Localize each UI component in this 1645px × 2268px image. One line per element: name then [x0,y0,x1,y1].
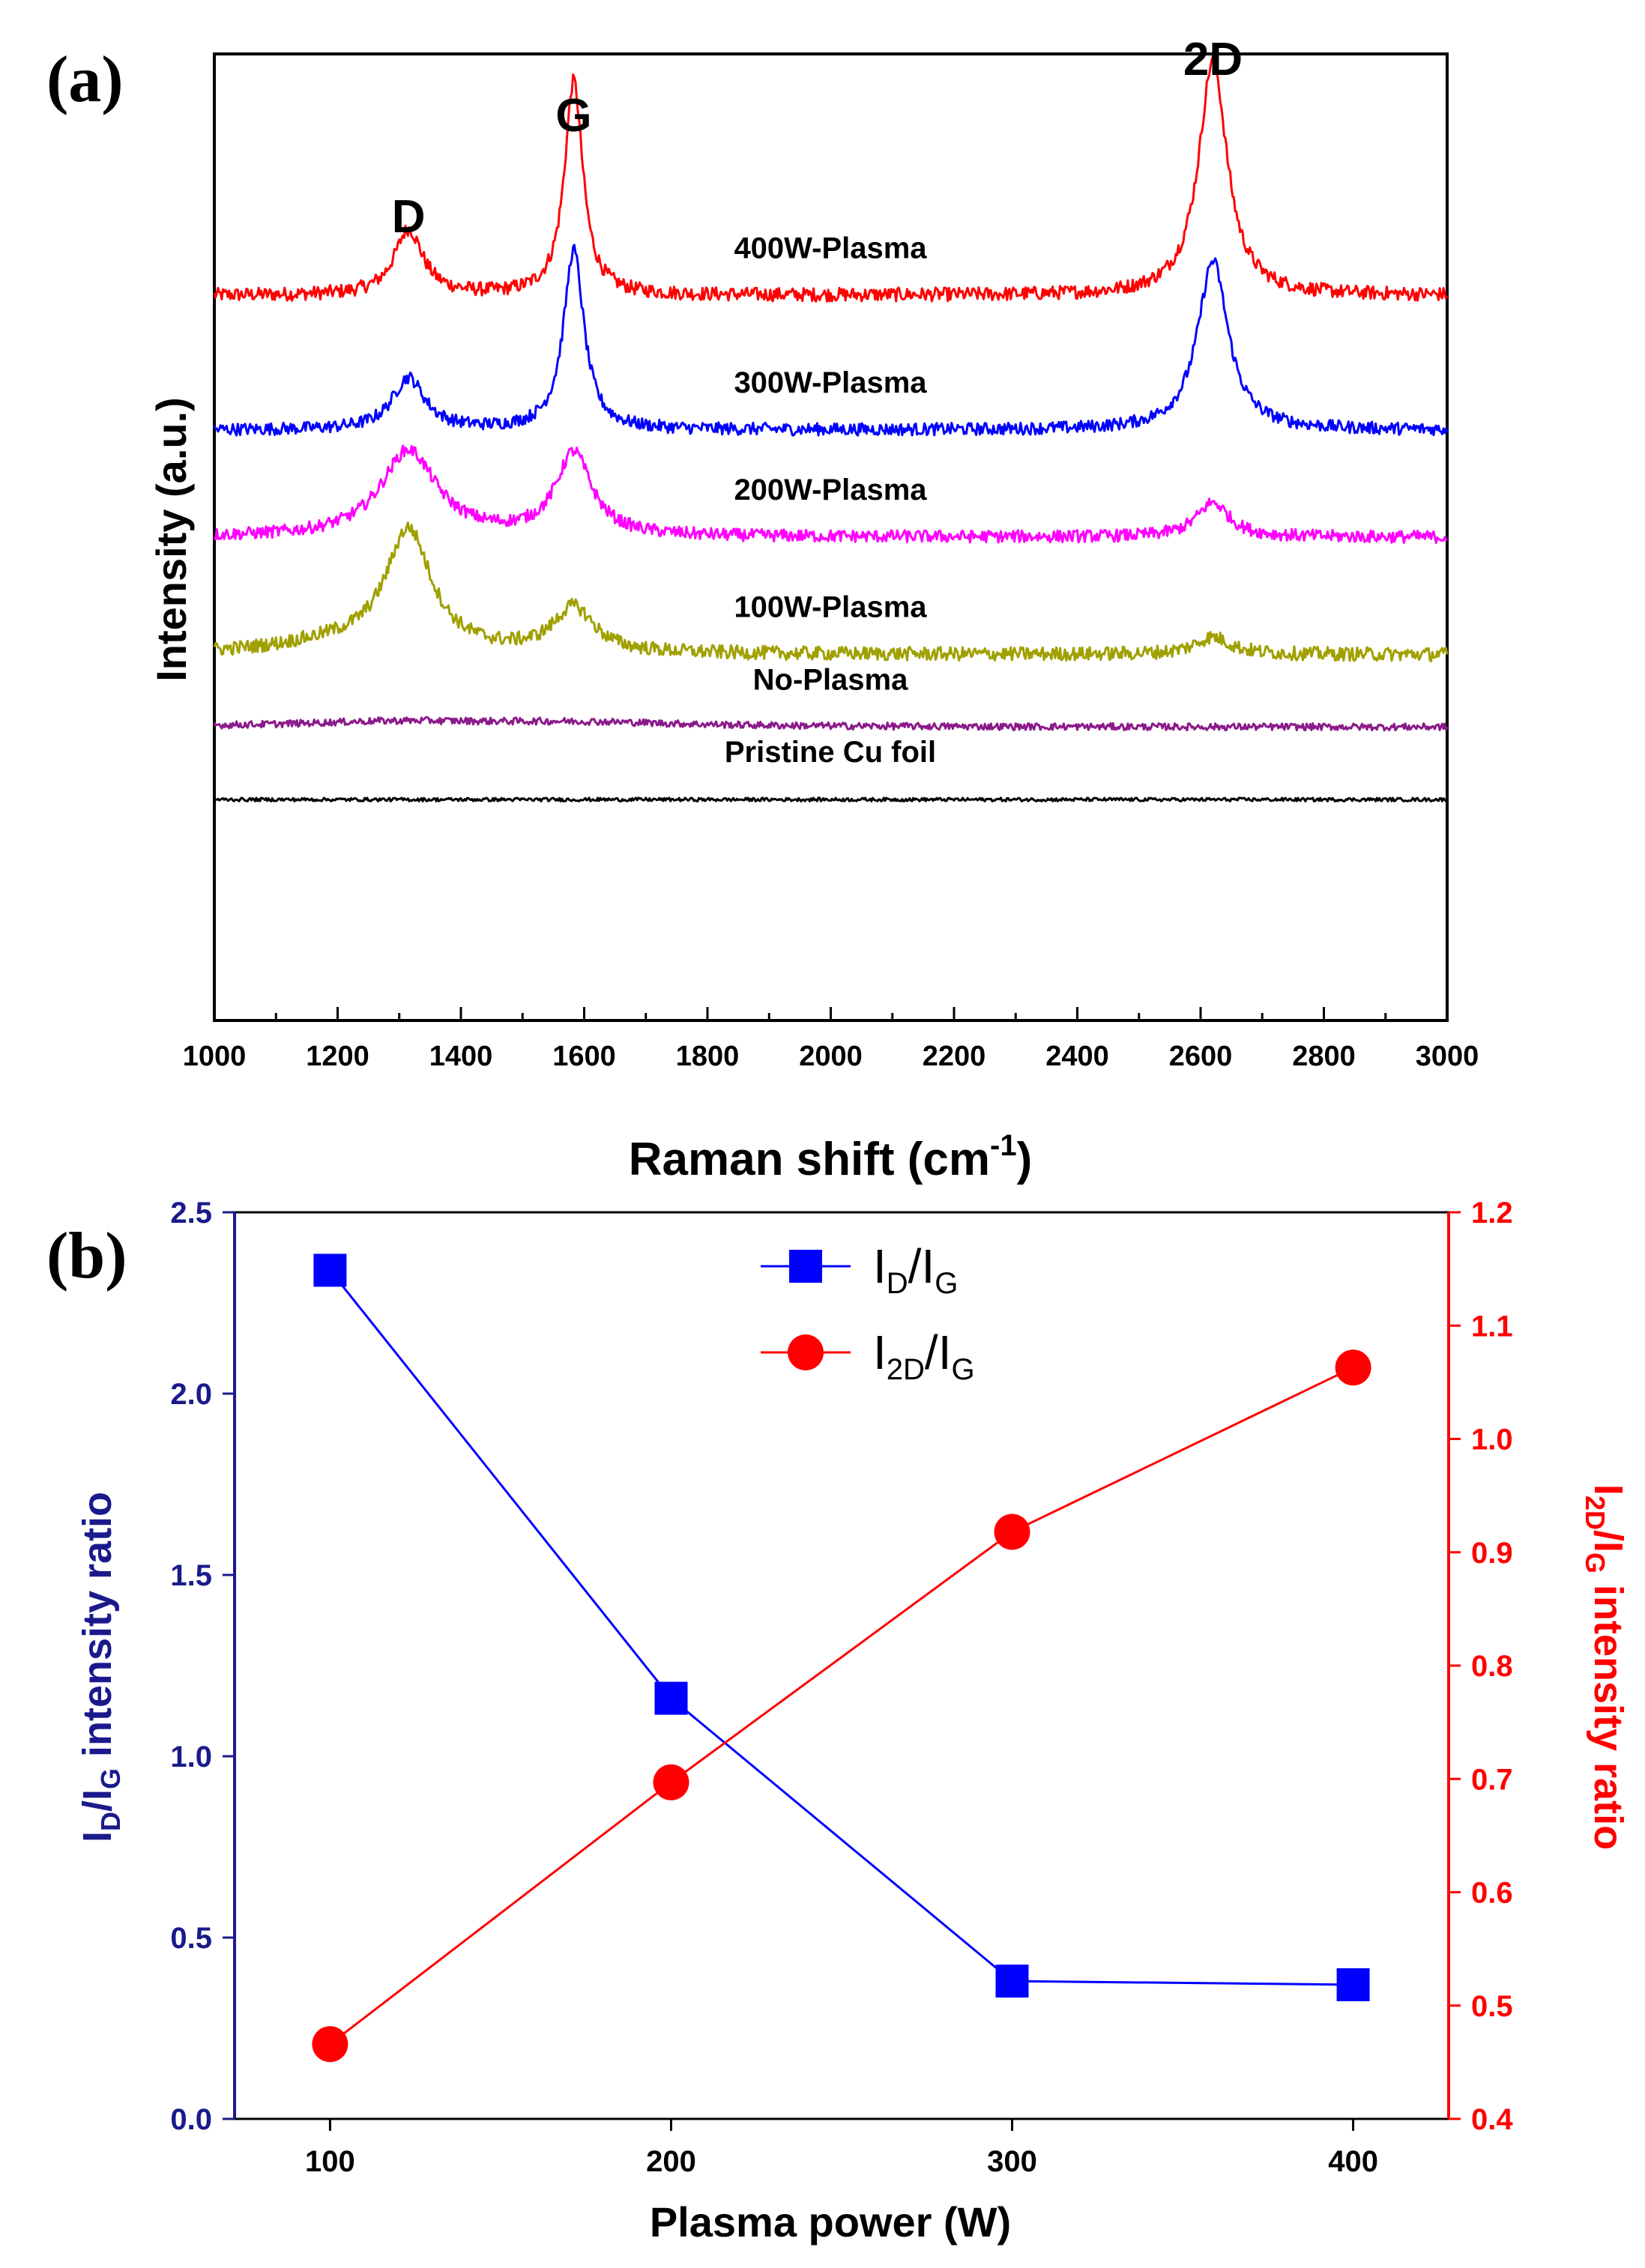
ratio-left-tick-label: 2.5 [170,1197,212,1230]
id-ig-point-400 [1336,1968,1370,2001]
spectra-x-tick-label: 2400 [1045,1041,1109,1072]
spectra-series-labels: 400W-Plasma 300W-Plasma 200W-Plasma 100W-Pl… [725,232,936,769]
spectrum-label-0: 400W-Plasma [734,232,927,265]
ratio-series-line-0 [329,1269,1353,1986]
spectrum-line-5 [213,796,1448,802]
ratio-left-tick-label: 1.0 [170,1741,212,1773]
spectra-series-group [213,55,1449,802]
spectra-x-tick-label: 1000 [183,1041,247,1072]
spectra-x-tick-label: 1600 [552,1041,616,1072]
peak-labels: D G 2D [392,34,1243,243]
legend-entry-i2d-ig: I2D/IG [761,1325,975,1386]
ratio-right-tick-label: 0.6 [1471,1877,1513,1910]
spectra-x-tick-label: 1800 [676,1041,740,1072]
spectrum-line-2 [213,444,1448,544]
legend-label-id-ig: ID/IG [873,1239,958,1300]
ratio-right-tick-label: 0.5 [1471,1990,1513,2023]
spectrum-label-3: 100W-Plasma [734,591,927,624]
raman-spectra-chart: (a) 400W-Plasma 300W-Plasma 200W-Plasma 100… [46,34,1479,1185]
panel-a-label: (a) [46,43,124,116]
ratio-right-tick-label: 0.8 [1471,1650,1513,1683]
ratio-x-tick-label: 100 [305,2145,355,2178]
ratio-right-y-axis-label: I2D/IG intensity ratio [1580,1484,1631,1850]
spectra-x-tick-label: 2000 [799,1041,863,1072]
spectra-x-ticks: 1000 1200 1400 1600 1800 2000 2200 2400 2600 2800… [183,1007,1479,1072]
spectra-x-tick-label: 2600 [1169,1041,1233,1072]
ratio-right-tick-label: 0.9 [1471,1537,1513,1570]
spectrum-line-4 [213,716,1449,732]
i2d-ig-point-100 [312,2026,348,2063]
peak-label-D: D [392,191,426,243]
ratio-x-tick-label: 300 [987,2145,1037,2178]
peak-label-2D: 2D [1183,34,1243,85]
ratio-legend: ID/IG I2D/IG [761,1239,975,1386]
ratio-left-y-axis-label: ID/IG intensity ratio [75,1492,126,1842]
spectra-x-axis-label: Raman shift (cm-1) [629,1129,1033,1185]
spectrum-line-3 [213,521,1449,662]
ratio-x-tick-label: 200 [646,2145,696,2178]
legend-circle-marker [788,1334,824,1370]
peak-label-G: G [555,90,591,142]
spectrum-label-5: Pristine Cu foil [725,736,936,769]
spectrum-label-1: 300W-Plasma [734,366,927,399]
ratio-right-tick-label: 0.4 [1471,2103,1513,2136]
ratio-left-tick-label: 0.0 [170,2103,212,2136]
spectra-x-label-main: Raman shift (cm [629,1134,990,1185]
spectra-y-axis-label: Intensity (a.u.) [148,397,195,682]
spectra-x-label-sup: -1 [990,1129,1017,1162]
legend-square-marker [789,1250,822,1283]
spectra-x-tick-label: 2800 [1292,1041,1356,1072]
i2d-ig-point-400 [1335,1349,1371,1386]
ratio-x-tick-label: 400 [1328,2145,1378,2178]
spectra-x-tick-label: 1400 [429,1041,493,1072]
intensity-ratio-chart: (b) 100 200 300 400 0.0 0.5 1.0 1.5 2.0 2.5 0.4 0.5… [46,1197,1631,2246]
ratio-left-tick-label: 1.5 [170,1559,212,1592]
i2d-ig-point-200 [653,1764,689,1800]
id-ig-point-200 [654,1681,688,1715]
ratio-right-tick-label: 1.1 [1471,1310,1513,1343]
ratio-axes-ticks: 100 200 300 400 0.0 0.5 1.0 1.5 2.0 2.5 0.4 0.5 0.6 0… [170,1197,1513,2178]
i2d-ig-point-300 [994,1513,1030,1550]
spectrum-label-2: 200W-Plasma [734,474,927,506]
spectra-x-tick-label: 3000 [1416,1041,1479,1072]
spectra-x-tick-label: 2200 [923,1041,986,1072]
spectrum-line-1 [213,244,1449,437]
spectrum-label-4: No-Plasma [753,663,908,696]
id-ig-point-300 [995,1965,1029,1998]
ratio-left-tick-label: 0.5 [170,1922,212,1955]
ratio-right-tick-label: 1.2 [1471,1197,1513,1230]
legend-entry-id-ig: ID/IG [761,1239,958,1300]
ratio-left-tick-label: 2.0 [170,1378,212,1411]
ratio-right-tick-label: 0.7 [1471,1763,1513,1796]
spectra-x-tick-label: 1200 [306,1041,369,1072]
spectrum-line-0 [213,55,1449,303]
spectra-x-label-tail: ) [1017,1134,1033,1185]
ratio-right-tick-label: 1.0 [1471,1424,1513,1457]
id-ig-point-100 [313,1254,347,1287]
legend-label-i2d-ig: I2D/IG [873,1325,975,1386]
panel-b-label: (b) [46,1220,127,1292]
ratio-x-axis-label: Plasma power (W) [650,2198,1011,2246]
ratio-series-group [312,1254,1371,2063]
ratio-series-line-1 [329,1366,1354,2045]
